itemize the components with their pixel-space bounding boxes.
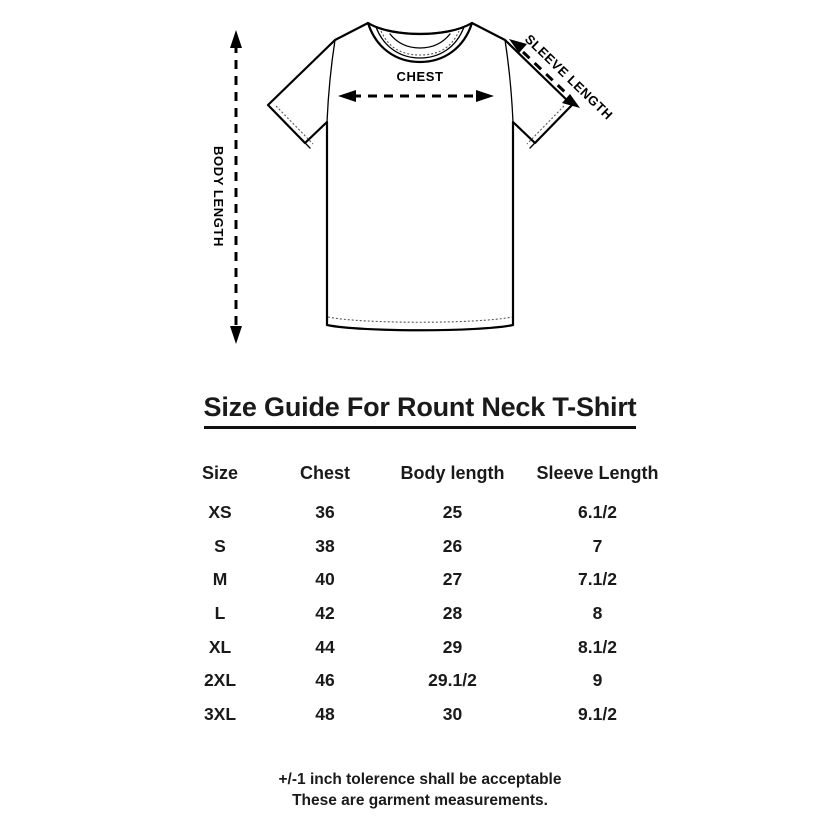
cell-body-length: 30 [442,703,463,724]
cell-chest: 42 [315,603,335,624]
right-sleeve-cuff-stitch [526,105,565,145]
cell-sleeve-length: 8.1/2 [578,636,617,657]
cell-body-length: 29.1/2 [428,670,477,691]
cell-body-length: 28 [442,603,463,624]
sleeve-length-arrow-lower [562,94,580,108]
chest-arrow-left [338,90,356,102]
cell-chest: 38 [315,535,335,556]
table-row: S 38 26 7 [170,530,670,564]
page-title-text: Size Guide For Rount Neck T-Shirt [203,392,637,429]
tolerance-note: +/-1 inch tolerence shall be acceptable [278,771,562,788]
neck-collar-outer [366,21,474,64]
sleeve-length-arrow-upper [509,39,527,53]
cell-body-length: 29 [442,636,463,657]
footer-notes: +/-1 inch tolerence shall be acceptable … [0,769,840,811]
cell-sleeve-length: 7 [592,535,603,556]
sleeve-length-dim-line [521,50,569,96]
cell-body-length: 27 [442,569,463,590]
neck-collar-stitch [380,30,460,56]
cell-size: XS [208,502,232,523]
left-armhole-seam [326,39,336,123]
table-row: M 40 27 7.1/2 [170,563,670,597]
body-length-dimension: BODY LENGTH [211,30,242,344]
cell-body-length: 25 [442,502,463,523]
table-row: XS 36 25 6.1/2 [170,496,670,530]
column-header-size: Size [201,462,239,483]
table-header-row: Size Chest Body length Sleeve Length [170,452,670,496]
measurement-note: These are garment measurements. [292,792,548,809]
cell-sleeve-length: 9.1/2 [578,703,617,724]
right-armhole-seam [504,39,514,123]
neck-collar-inner-rib [375,26,465,59]
right-sleeve-cuff [529,109,568,149]
size-chart-table: Size Chest Body length Sleeve Length XS … [170,452,670,731]
cell-size: 2XL [203,670,237,691]
cell-sleeve-length: 9 [592,670,603,691]
table-row: 3XL 48 30 9.1/2 [170,698,670,732]
cell-body-length: 26 [442,535,463,556]
body-length-label: BODY LENGTH [211,146,226,247]
bottom-hem-stitch [327,316,513,323]
cell-size: 3XL [203,703,237,724]
chest-dimension: CHEST [338,69,494,102]
chest-arrow-right [476,90,494,102]
cell-size: M [212,569,228,590]
cell-sleeve-length: 7.1/2 [578,569,617,590]
table-row: XL 44 29 8.1/2 [170,630,670,664]
page-title: Size Guide For Rount Neck T-Shirt [0,392,840,429]
cell-size: XL [208,636,232,657]
cell-size: L [214,603,226,624]
column-header-sleeve-length: Sleeve Length [536,462,659,483]
table-row: L 42 28 8 [170,597,670,631]
body-length-arrow-top [230,30,242,48]
tshirt-diagram: BODY LENGTH CHEST SLEEVE LENGTH [0,0,840,375]
column-header-body-length: Body length [400,462,505,483]
cell-chest: 46 [315,670,335,691]
cell-chest: 48 [315,703,335,724]
cell-chest: 44 [315,636,335,657]
body-length-arrow-bottom [230,326,242,344]
table-row: 2XL 46 29.1/2 9 [170,664,670,698]
cell-chest: 36 [315,502,335,523]
left-sleeve-cuff-stitch [275,105,314,145]
cell-size: S [214,535,226,556]
chest-label: CHEST [396,69,443,84]
cell-sleeve-length: 6.1/2 [578,502,617,523]
column-header-chest: Chest [299,462,350,483]
left-sleeve-cuff [272,109,311,149]
back-neck-curve [389,33,451,49]
tshirt-illustration [266,21,574,332]
cell-chest: 40 [315,569,335,590]
cell-sleeve-length: 8 [592,603,603,624]
